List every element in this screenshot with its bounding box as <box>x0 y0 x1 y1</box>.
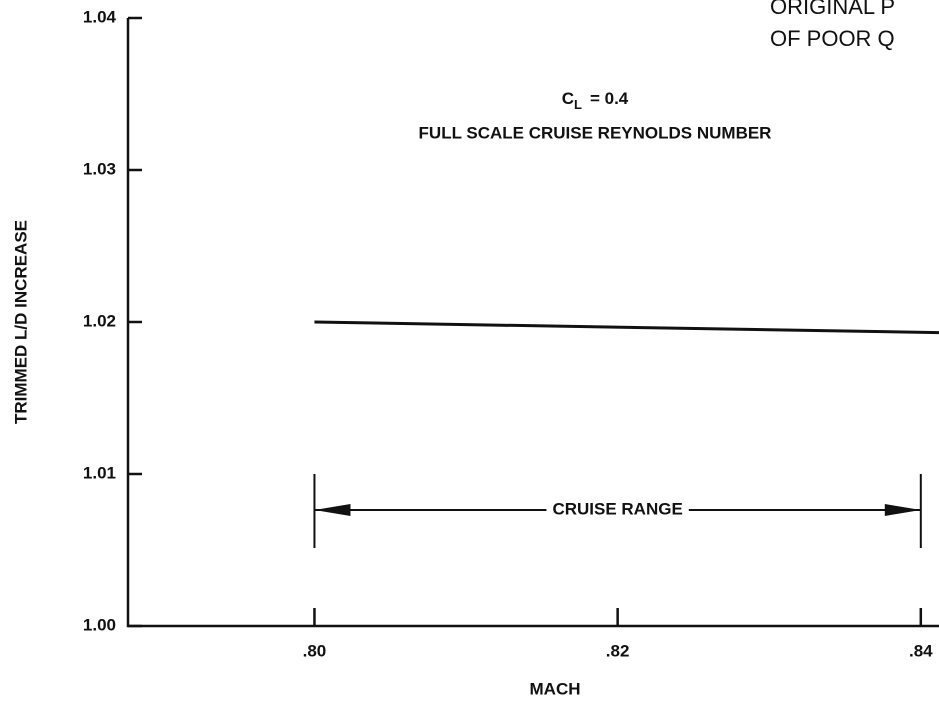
cl-subscript: L <box>574 97 582 112</box>
range-label: CRUISE RANGE <box>552 499 682 518</box>
data-line <box>314 320 939 335</box>
subtitle: FULL SCALE CRUISE REYNOLDS NUMBER <box>419 123 772 142</box>
y-tick-label: 1.03 <box>83 159 116 178</box>
y-tick-label: 1.02 <box>83 311 116 330</box>
x-tick-label: .80 <box>303 641 327 660</box>
cl-text: = 0.4 <box>590 89 629 108</box>
x-tick-label: .84 <box>909 641 933 660</box>
axes <box>126 18 939 628</box>
x-tick-label: .82 <box>606 641 630 660</box>
cl-symbol: C <box>562 89 574 108</box>
x-axis-label: MACH <box>530 679 581 698</box>
y-tick-label: 1.01 <box>83 463 116 482</box>
arrow-head <box>314 504 351 516</box>
annotation: ORIGINAL P <box>770 0 895 19</box>
y-axis-label: TRIMMED L/D INCREASE <box>11 220 30 424</box>
annotation: OF POOR Q <box>770 26 895 51</box>
arrow-head <box>884 504 921 516</box>
y-tick-label: 1.04 <box>83 7 117 26</box>
y-tick-label: 1.00 <box>83 615 116 634</box>
cl-label: CL = 0.4 <box>562 89 629 112</box>
